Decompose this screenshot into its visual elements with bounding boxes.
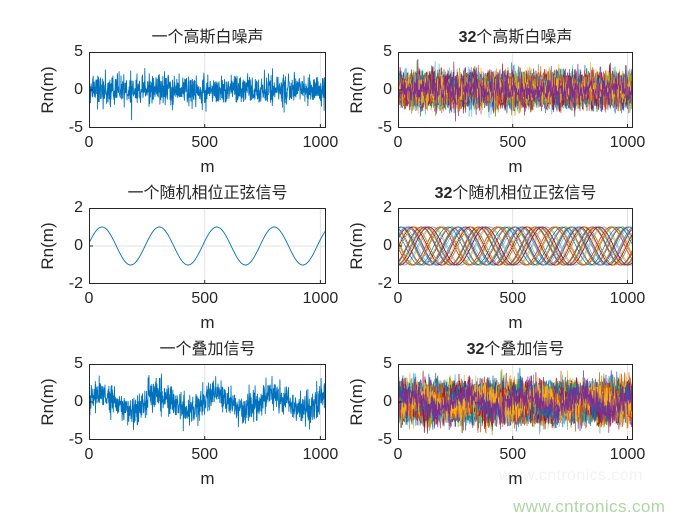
plot-title: 32个高斯白噪声	[459, 29, 573, 47]
x-tick-label: 0	[84, 290, 94, 307]
subplot-superposition-single: 一个叠加信号 Rn(m) 5 0 -5 0 500 1000 m	[38, 341, 338, 487]
y-tick-label: 0	[74, 393, 83, 410]
x-axis-label: m	[508, 313, 523, 332]
y-tick-label: 0	[383, 237, 392, 254]
y-tick-label: 0	[383, 393, 392, 410]
x-tick-label: 1000	[609, 290, 646, 307]
plot-canvas-superposition-single	[89, 364, 326, 440]
y-tick-label: 5	[74, 355, 83, 372]
y-tick-label: -5	[377, 431, 392, 448]
x-tick-label: 500	[191, 134, 219, 151]
plot-title-number: 32	[434, 185, 453, 203]
plot-title: 一个高斯白噪声	[151, 29, 263, 47]
plot-title-text: 一个叠加信号	[159, 341, 256, 359]
x-tick-label: 500	[499, 290, 527, 307]
plot-title-text: 个随机相位正弦信号	[452, 185, 597, 203]
subplot-sine-32: 32个随机相位正弦信号 Rn(m) 2 0 -2 0 500 1000 m	[347, 185, 645, 331]
x-axis-label: m	[508, 469, 523, 488]
plot-title-text: 一个随机相位正弦信号	[127, 185, 288, 203]
y-axis-label: Rn(m)	[347, 222, 366, 270]
y-tick-label: -2	[68, 275, 83, 292]
x-tick-label: 0	[393, 290, 403, 307]
plot-title-text: 个高斯白噪声	[476, 29, 573, 47]
y-tick-label: -5	[68, 431, 83, 448]
x-tick-label: 1000	[609, 446, 646, 463]
x-axis-label: m	[200, 157, 215, 176]
plot-canvas-gaussian-noise-32	[398, 52, 633, 128]
x-tick-label: 500	[191, 446, 219, 463]
plot-title-text: 一个高斯白噪声	[151, 29, 264, 47]
y-axis-label: Rn(m)	[38, 378, 57, 426]
y-tick-label: -2	[377, 275, 392, 292]
y-tick-label: 0	[74, 81, 83, 98]
x-axis-label: m	[200, 313, 215, 332]
y-axis-label: Rn(m)	[38, 222, 57, 270]
subplot-gaussian-noise-32: 32个高斯白噪声 Rn(m) 5 0 -5 0 500 1000 m	[347, 29, 645, 175]
y-axis-label: Rn(m)	[347, 378, 366, 426]
plot-canvas-sine-32	[398, 208, 633, 284]
y-axis-label: Rn(m)	[347, 66, 366, 114]
x-tick-label: 500	[499, 134, 527, 151]
y-tick-label: 5	[74, 43, 83, 60]
y-axis-label: Rn(m)	[38, 66, 57, 114]
x-tick-label: 1000	[302, 134, 339, 151]
plot-canvas-gaussian-noise-single	[89, 52, 326, 128]
y-tick-label: -5	[377, 119, 392, 136]
y-tick-label: 0	[74, 237, 83, 254]
x-tick-label: 1000	[302, 290, 339, 307]
x-tick-label: 0	[84, 134, 94, 151]
x-tick-label: 500	[499, 446, 527, 463]
plot-title: 32个随机相位正弦信号	[435, 185, 597, 203]
y-tick-label: 0	[383, 81, 392, 98]
x-axis-label: m	[200, 469, 215, 488]
plot-title-text: 个叠加信号	[484, 341, 565, 359]
y-tick-label: 2	[383, 199, 392, 216]
x-tick-label: 0	[84, 446, 94, 463]
plot-title: 一个叠加信号	[159, 341, 255, 359]
x-tick-label: 0	[393, 134, 403, 151]
plot-title-number: 32	[458, 29, 477, 47]
subplot-sine-single: 一个随机相位正弦信号 Rn(m) 2 0 -2 0 500 1000 m	[38, 185, 338, 331]
watermark: www.cntronics.com	[513, 497, 666, 516]
x-axis-label: m	[508, 157, 523, 176]
x-tick-label: 1000	[609, 134, 646, 151]
plot-canvas-sine-single	[89, 208, 326, 284]
x-tick-label: 500	[191, 290, 219, 307]
y-tick-label: -5	[68, 119, 83, 136]
plot-title-number: 32	[466, 341, 485, 359]
watermark-faint: www.cntronics.com	[499, 467, 643, 484]
x-tick-label: 1000	[302, 446, 339, 463]
subplot-superposition-32: 32个叠加信号 Rn(m) 5 0 -5 0 500 1000 m	[347, 341, 645, 487]
y-tick-label: 5	[383, 43, 392, 60]
plot-canvas-superposition-32	[398, 364, 633, 440]
plot-title: 一个随机相位正弦信号	[127, 185, 287, 203]
x-tick-label: 0	[393, 446, 403, 463]
subplot-gaussian-noise-single: 一个高斯白噪声 Rn(m) 5 0 -5 0 500 1000 m	[38, 29, 338, 175]
y-tick-label: 5	[383, 355, 392, 372]
plot-title: 32个叠加信号	[467, 341, 565, 359]
y-tick-label: 2	[74, 199, 83, 216]
